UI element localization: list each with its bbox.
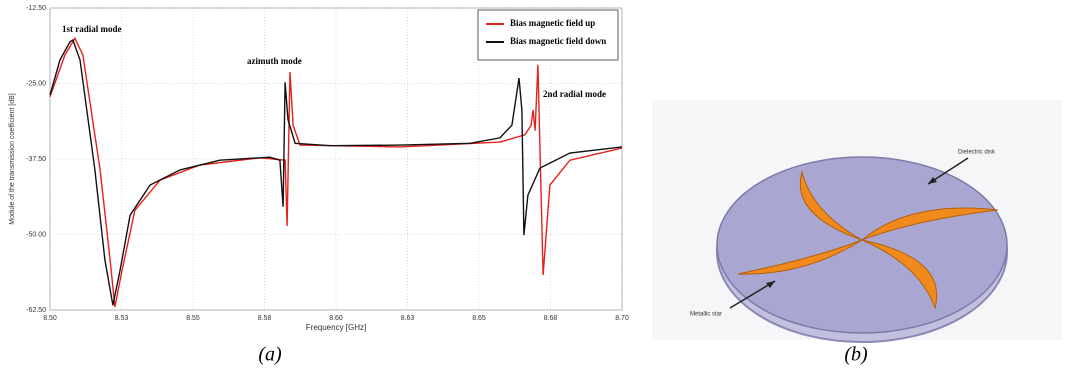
- panel-label: Metallic star: [690, 312, 722, 318]
- y-tick-label: -62.50: [26, 307, 46, 314]
- y-axis-label: Module of the transmission coefficient […: [9, 93, 16, 224]
- caption: (a): [258, 344, 282, 366]
- x-tick-label: 8.58: [258, 315, 272, 322]
- caption: (b): [844, 344, 868, 366]
- annotation: 2nd radial mode: [543, 89, 606, 99]
- panel-b: Dielectric disk Metallic star: [652, 100, 1062, 342]
- x-tick-label: 8.55: [186, 315, 200, 322]
- legend-label: Bias magnetic field up: [510, 18, 595, 28]
- annotation: 1st radial mode: [62, 24, 122, 34]
- y-tick-label: -50.00: [26, 231, 46, 238]
- x-tick-label: 8.53: [115, 315, 129, 322]
- disk: [717, 157, 1007, 333]
- x-tick-label: 8.68: [544, 315, 558, 322]
- x-axis-label: Frequency [GHz]: [306, 323, 366, 332]
- x-tick-label: 8.65: [472, 315, 486, 322]
- panel-label: Dielectric disk: [958, 150, 996, 156]
- y-tick-label: -12.50: [26, 5, 46, 12]
- y-tick-label: -37.50: [26, 156, 46, 163]
- legend-label: Bias magnetic field down: [510, 36, 606, 46]
- x-tick-label: 8.70: [615, 315, 629, 322]
- y-tick-label: -25.00: [26, 80, 46, 87]
- x-tick-label: 8.60: [329, 315, 343, 322]
- x-tick-label: 8.50: [43, 315, 57, 322]
- x-tick-label: 8.63: [401, 315, 415, 322]
- figure: Dielectric disk Metallic star (a) (b) -1…: [0, 0, 1068, 373]
- annotation: azimuth mode: [247, 56, 302, 66]
